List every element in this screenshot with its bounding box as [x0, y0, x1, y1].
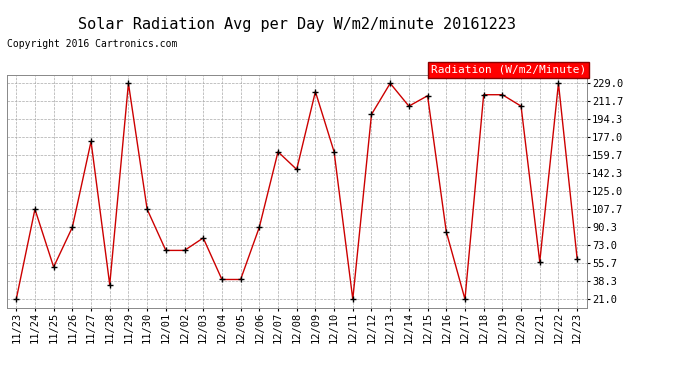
Text: Copyright 2016 Cartronics.com: Copyright 2016 Cartronics.com [7, 39, 177, 50]
Text: Solar Radiation Avg per Day W/m2/minute 20161223: Solar Radiation Avg per Day W/m2/minute … [78, 17, 515, 32]
Text: Radiation (W/m2/Minute): Radiation (W/m2/Minute) [431, 65, 586, 75]
